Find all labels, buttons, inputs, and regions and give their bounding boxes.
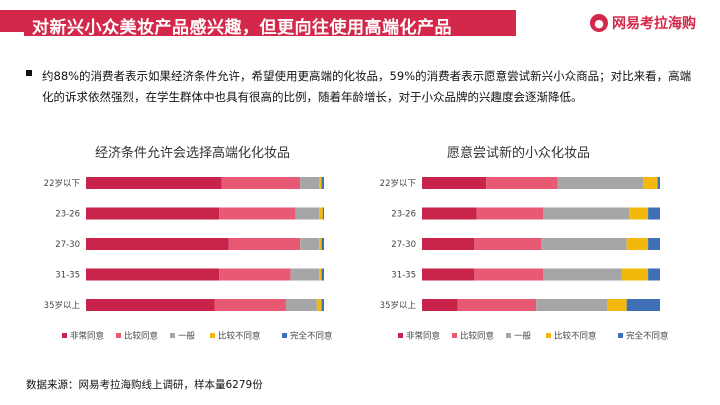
legend-swatch (282, 333, 287, 338)
legend-swatch (210, 333, 215, 338)
legend-swatch (398, 333, 403, 338)
legend-label: 完全不同意 (626, 331, 669, 342)
legend-swatch (618, 333, 623, 338)
bar-segment (543, 207, 630, 220)
legend-swatch (506, 333, 511, 338)
bar-segment (86, 238, 229, 250)
bar-segment (319, 268, 322, 281)
bar-segment (321, 177, 324, 189)
header-accent-bar (0, 10, 24, 32)
bar-segment (290, 268, 320, 281)
category-label: 27-30 (391, 240, 416, 250)
legend-label: 比较同意 (124, 331, 158, 342)
bar-segment (319, 238, 322, 250)
bar-segment (476, 207, 544, 220)
legend-label: 一般 (178, 331, 196, 342)
logo: ● 网易考拉海购 (590, 12, 696, 34)
legend-swatch (62, 333, 67, 338)
source-note: 数据来源：网易考拉海购线上调研，样本量6279份 (26, 379, 263, 391)
legend-label: 非常同意 (70, 331, 104, 342)
bar-segment (648, 238, 660, 250)
legend-label: 比较不同意 (554, 331, 597, 342)
bar-segment (536, 299, 608, 311)
legend-swatch (452, 333, 457, 338)
page-title: 对新兴小众美妆产品感兴趣，但更向往使用高端化产品 (32, 18, 452, 38)
bar-segment (300, 177, 320, 189)
bar-segment (319, 177, 322, 189)
legend-swatch (116, 333, 121, 338)
legend-label: 比较不同意 (218, 331, 261, 342)
bar-segment (228, 238, 301, 250)
bar-segment (626, 299, 660, 311)
legend-label: 一般 (514, 331, 532, 342)
bullet-square-icon (26, 70, 32, 76)
legend-swatch (546, 333, 551, 338)
bar-segment (322, 207, 324, 220)
bar-segment (321, 268, 324, 281)
logo-text: 网易考拉海购 (612, 16, 696, 32)
category-label: 22岁以下 (44, 178, 81, 189)
bar-segment (86, 268, 220, 281)
bar-segment (219, 207, 296, 220)
category-label: 31-35 (55, 271, 80, 281)
category-label: 35岁以上 (380, 300, 417, 311)
bar-segment (621, 268, 649, 281)
category-label: 23-26 (391, 210, 416, 220)
bar-segment (422, 299, 458, 311)
bar-segment (626, 238, 649, 250)
bar-segment (557, 177, 644, 189)
bar-segment (607, 299, 627, 311)
bar-segment (648, 207, 660, 220)
bar-segment (657, 177, 660, 189)
bar-segment (221, 177, 301, 189)
legend-label: 非常同意 (406, 331, 440, 342)
bar-segment (474, 268, 544, 281)
bar-segment (422, 177, 487, 189)
legend-label: 完全不同意 (290, 331, 333, 342)
bar-segment (316, 299, 322, 311)
category-label: 22岁以下 (380, 178, 417, 189)
category-label: 27-30 (55, 240, 80, 250)
category-label: 31-35 (391, 271, 416, 281)
bar-segment (321, 299, 324, 311)
bar-segment (214, 299, 286, 311)
chart-title-left: 经济条件允许会选择高端化化妆品 (95, 146, 291, 161)
bar-segment (319, 207, 323, 220)
bar-segment (300, 238, 320, 250)
bar-segment (648, 268, 660, 281)
bar-segment (219, 268, 291, 281)
summary-paragraph: 约88%的消费者表示如果经济条件允许，希望使用更高端的化妆品，59%的消费者表示… (42, 69, 692, 104)
bar-segment (541, 238, 627, 250)
bar-segment (295, 207, 320, 220)
chart-title-right: 愿意尝试新的小众化妆品 (447, 146, 591, 161)
bar-segment (543, 268, 622, 281)
bar-segment (474, 238, 541, 250)
legend-label: 比较同意 (460, 331, 494, 342)
bar-segment (422, 238, 475, 250)
bar-segment (643, 177, 658, 189)
category-label: 23-26 (55, 210, 80, 220)
bar-segment (486, 177, 558, 189)
header: 对新兴小众美妆产品感兴趣，但更向往使用高端化产品 ● 网易考拉海购 (0, 0, 720, 38)
bar-segment (457, 299, 537, 311)
header-title-box: 对新兴小众美妆产品感兴趣，但更向往使用高端化产品 (24, 10, 516, 38)
bar-segment (422, 207, 477, 220)
bar-segment (86, 207, 220, 220)
bar-segment (285, 299, 317, 311)
bar-segment (422, 268, 475, 281)
bar-segment (321, 238, 324, 250)
category-label: 35岁以上 (44, 300, 81, 311)
bar-segment (86, 177, 222, 189)
koala-face-icon: ● (590, 14, 608, 32)
bar-segment (629, 207, 649, 220)
bar-segment (86, 299, 215, 311)
legend-swatch (170, 333, 175, 338)
